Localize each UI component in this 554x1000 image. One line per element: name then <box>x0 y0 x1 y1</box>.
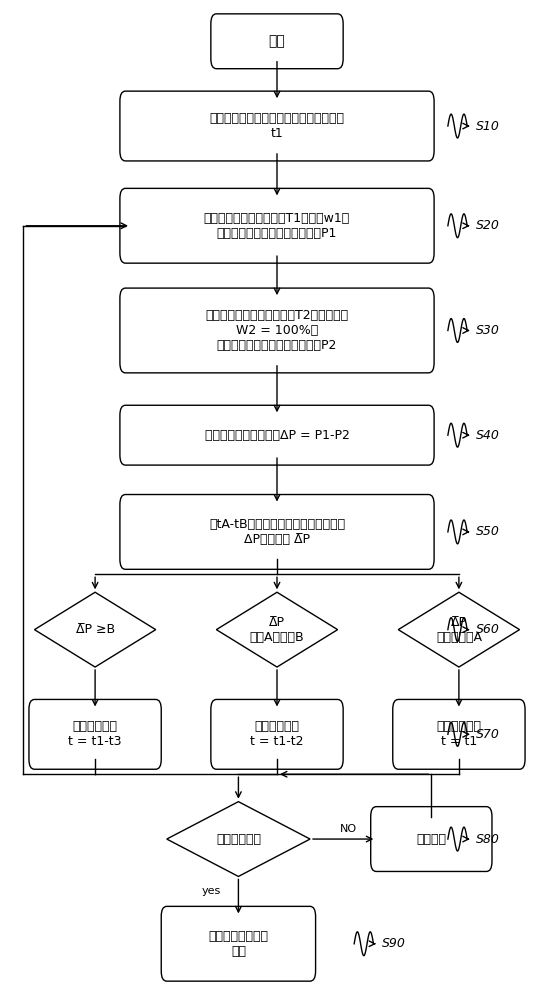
Text: 开始: 开始 <box>269 34 285 48</box>
Text: Δ̅P ≥B: Δ̅P ≥B <box>75 623 115 636</box>
Text: 实际制热时间
t = t1-t2: 实际制热时间 t = t1-t2 <box>250 720 304 748</box>
Text: S60: S60 <box>475 623 499 636</box>
Text: yes: yes <box>201 886 220 896</box>
Polygon shape <box>398 592 520 667</box>
Text: 在tA-tB时间段内，计算水蜒气分压差
ΔP的平均値 Δ̅P: 在tA-tB时间段内，计算水蜒气分压差 ΔP的平均値 Δ̅P <box>209 518 345 546</box>
Text: S90: S90 <box>382 937 406 950</box>
Polygon shape <box>34 592 156 667</box>
Text: 进入化霜，重新制
热后: 进入化霜，重新制 热后 <box>208 930 269 958</box>
Text: 实时计算水蜒气压力差ΔP = P1-P2: 实时计算水蜒气压力差ΔP = P1-P2 <box>204 429 350 442</box>
Text: 获取空调器进入化霜模式的预设制热时间
t1: 获取空调器进入化霜模式的预设制热时间 t1 <box>209 112 345 140</box>
FancyBboxPatch shape <box>120 91 434 161</box>
FancyBboxPatch shape <box>120 188 434 263</box>
Text: Δ̅P
小于且等于A: Δ̅P 小于且等于A <box>436 616 482 644</box>
Text: S20: S20 <box>475 219 499 232</box>
FancyBboxPatch shape <box>120 495 434 569</box>
Text: S50: S50 <box>475 525 499 538</box>
FancyBboxPatch shape <box>120 288 434 373</box>
Text: 获取当前室外环境的温度T1和湿度w1，
实时计算室外环境的水蜒气分压P1: 获取当前室外环境的温度T1和湿度w1， 实时计算室外环境的水蜒气分压P1 <box>204 212 350 240</box>
FancyBboxPatch shape <box>120 405 434 465</box>
Text: S30: S30 <box>475 324 499 337</box>
FancyBboxPatch shape <box>161 906 316 981</box>
Text: S80: S80 <box>475 833 499 846</box>
FancyBboxPatch shape <box>29 699 161 769</box>
FancyBboxPatch shape <box>211 14 343 69</box>
Text: 继续加热: 继续加热 <box>417 833 447 846</box>
FancyBboxPatch shape <box>371 807 492 871</box>
Polygon shape <box>167 802 310 876</box>
Text: S40: S40 <box>475 429 499 442</box>
Text: S70: S70 <box>475 728 499 741</box>
Polygon shape <box>217 592 337 667</box>
Text: 满足化霜条件: 满足化霜条件 <box>216 833 261 846</box>
Text: 实际制热时间
t = t1: 实际制热时间 t = t1 <box>437 720 481 748</box>
Text: 实际制热时间
t = t1-t3: 实际制热时间 t = t1-t3 <box>68 720 122 748</box>
Text: NO: NO <box>340 824 357 834</box>
Text: 获取室外换热器表面的温度T2，相对湿度
W2 = 100%，
实时计算室外环境的水蜒气分压P2: 获取室外换热器表面的温度T2，相对湿度 W2 = 100%， 实时计算室外环境的… <box>206 309 348 352</box>
Text: S10: S10 <box>475 120 499 133</box>
Text: Δ̅P
大于A且小于B: Δ̅P 大于A且小于B <box>250 616 304 644</box>
FancyBboxPatch shape <box>211 699 343 769</box>
FancyBboxPatch shape <box>393 699 525 769</box>
